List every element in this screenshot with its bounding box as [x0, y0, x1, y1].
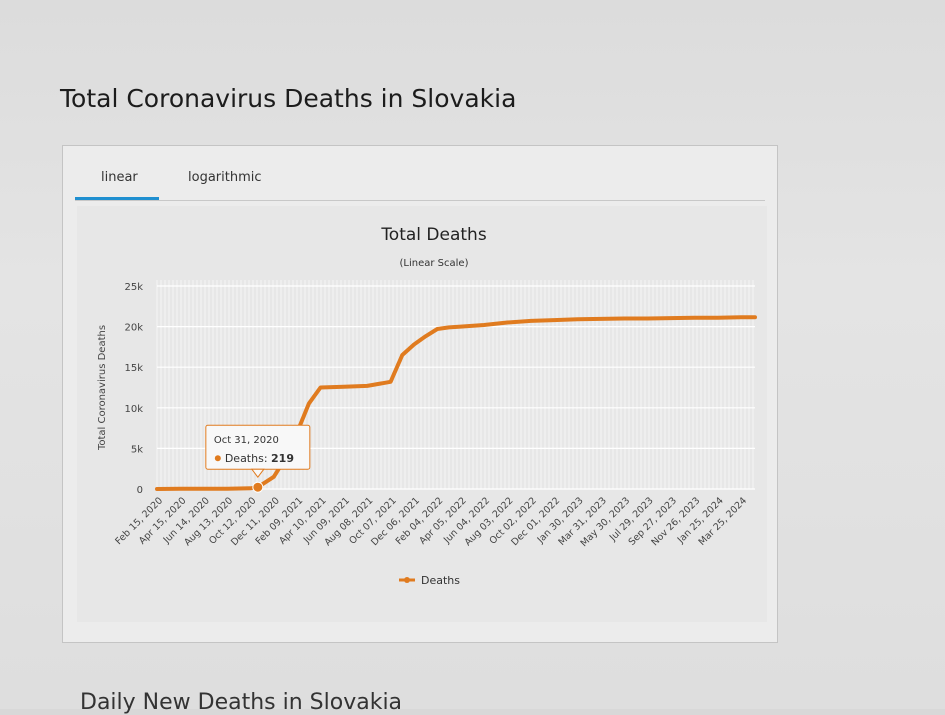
chart-title: Total Deaths: [380, 225, 487, 245]
deaths-series-line: [155, 315, 757, 491]
tooltip-series-marker: [214, 455, 221, 462]
chart-area: 0 5k 10k 15k 20k 25k Total Deaths (Linear Scale…: [77, 206, 767, 622]
tooltip-date: Oct 31, 2020: [214, 435, 279, 446]
chart-card: linear logarithmic 0 5k 10k 15k 20k 25k Total …: [62, 145, 778, 643]
y-tick-label: 15k: [124, 363, 143, 374]
tab-logarithmic[interactable]: logarithmic: [188, 170, 262, 185]
tooltip-pointer: [250, 468, 265, 479]
tooltip-value: Deaths: 219: [225, 452, 294, 465]
legend-label: Deaths: [421, 574, 460, 587]
y-tick-label: 0: [137, 485, 143, 496]
y-tick-label: 10k: [124, 404, 143, 415]
next-section-heading: Daily New Deaths in Slovakia: [80, 690, 403, 715]
y-tick-label: 25k: [124, 282, 143, 293]
chart-subtitle: (Linear Scale): [400, 258, 469, 269]
page-title: Total Coronavirus Deaths in Slovakia: [60, 84, 517, 113]
legend: Deaths: [399, 574, 460, 587]
line-chart: 0 5k 10k 15k 20k 25k Total Deaths (Linear Scale…: [97, 225, 757, 587]
y-axis-label: Total Coronavirus Deaths: [97, 325, 108, 451]
scale-tabs: linear logarithmic: [75, 160, 765, 201]
legend-marker: [404, 577, 410, 583]
highlighted-data-point: [252, 481, 264, 493]
active-tab-indicator: [75, 197, 159, 200]
tooltip: Oct 31, 2020 Deaths: 219: [205, 424, 311, 479]
tooltip-value-number: 219: [271, 452, 294, 465]
y-tick-label: 20k: [124, 323, 143, 334]
tab-linear[interactable]: linear: [101, 170, 138, 185]
y-tick-label: 5k: [131, 444, 143, 455]
